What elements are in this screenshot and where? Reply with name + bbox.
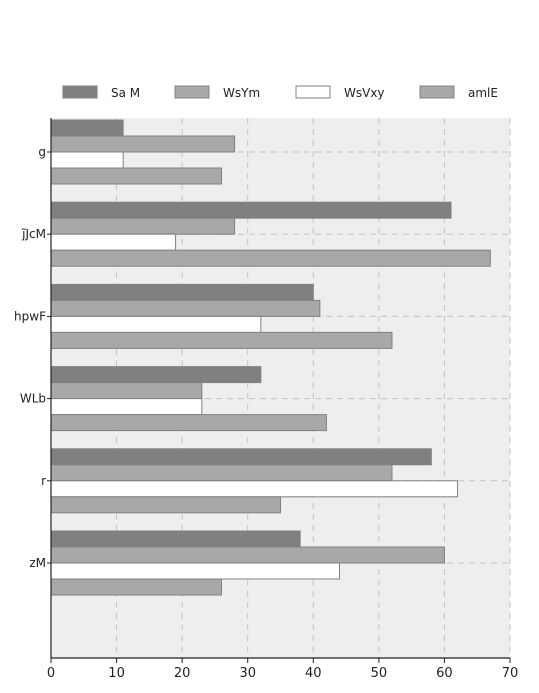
legend-item: WsVxy xyxy=(295,85,385,100)
bar-group xyxy=(50,366,327,432)
bar xyxy=(50,496,281,514)
bar xyxy=(50,201,452,219)
bar xyxy=(50,414,327,432)
bar xyxy=(50,283,314,301)
legend-swatch xyxy=(295,85,331,99)
bar xyxy=(50,546,445,564)
bar xyxy=(50,167,222,185)
bar xyxy=(50,562,341,580)
bar xyxy=(50,135,236,153)
legend-item: amlE xyxy=(419,85,498,100)
legend-item: WsYm xyxy=(174,85,260,100)
bar xyxy=(50,578,222,596)
legend-label: amlE xyxy=(468,86,498,100)
legend-swatch xyxy=(419,85,455,99)
bar xyxy=(50,382,203,400)
y-tick-label: g xyxy=(38,145,46,159)
bar xyxy=(50,448,432,466)
bar xyxy=(50,151,124,169)
bar xyxy=(50,464,393,482)
x-tick-label: 0 xyxy=(47,666,55,681)
bar xyxy=(50,480,459,498)
bar xyxy=(50,315,262,333)
bar xyxy=(50,217,236,235)
y-tick-label: j̃JcM xyxy=(21,227,46,241)
x-tick-label: 40 xyxy=(305,666,322,681)
x-tick-label: 70 xyxy=(502,666,519,681)
bar-group xyxy=(50,448,459,514)
bar xyxy=(50,398,203,416)
legend-swatch xyxy=(174,85,210,99)
legend: Sa M WsYm WsVxy amlE xyxy=(62,85,498,100)
y-tick-label: r xyxy=(41,474,46,488)
axes: 0 10 20 30 40 50 60 70 g j̃JcM hpwF WLb r zM xyxy=(14,118,518,681)
legend-swatch xyxy=(62,85,98,99)
x-tick-label: 50 xyxy=(371,666,388,681)
bar-series xyxy=(50,119,491,596)
bar xyxy=(50,366,262,384)
bar-group xyxy=(50,530,445,596)
legend-item: Sa M xyxy=(62,85,140,100)
y-tick-label: hpwF xyxy=(14,309,46,323)
bar-group xyxy=(50,283,393,349)
y-tick-label: WLb xyxy=(20,392,46,406)
x-tick-label: 30 xyxy=(239,666,256,681)
x-tick-label: 20 xyxy=(174,666,191,681)
bar xyxy=(50,530,301,548)
bar xyxy=(50,299,321,317)
x-tick-label: 10 xyxy=(108,666,125,681)
y-tick-label: zM xyxy=(29,556,46,570)
bar xyxy=(50,233,177,251)
x-tick-label: 60 xyxy=(436,666,453,681)
bar xyxy=(50,249,491,267)
bar xyxy=(50,119,124,137)
bar xyxy=(50,331,393,349)
legend-label: WsVxy xyxy=(344,86,385,100)
legend-label: Sa M xyxy=(111,86,140,100)
legend-label: WsYm xyxy=(223,86,260,100)
